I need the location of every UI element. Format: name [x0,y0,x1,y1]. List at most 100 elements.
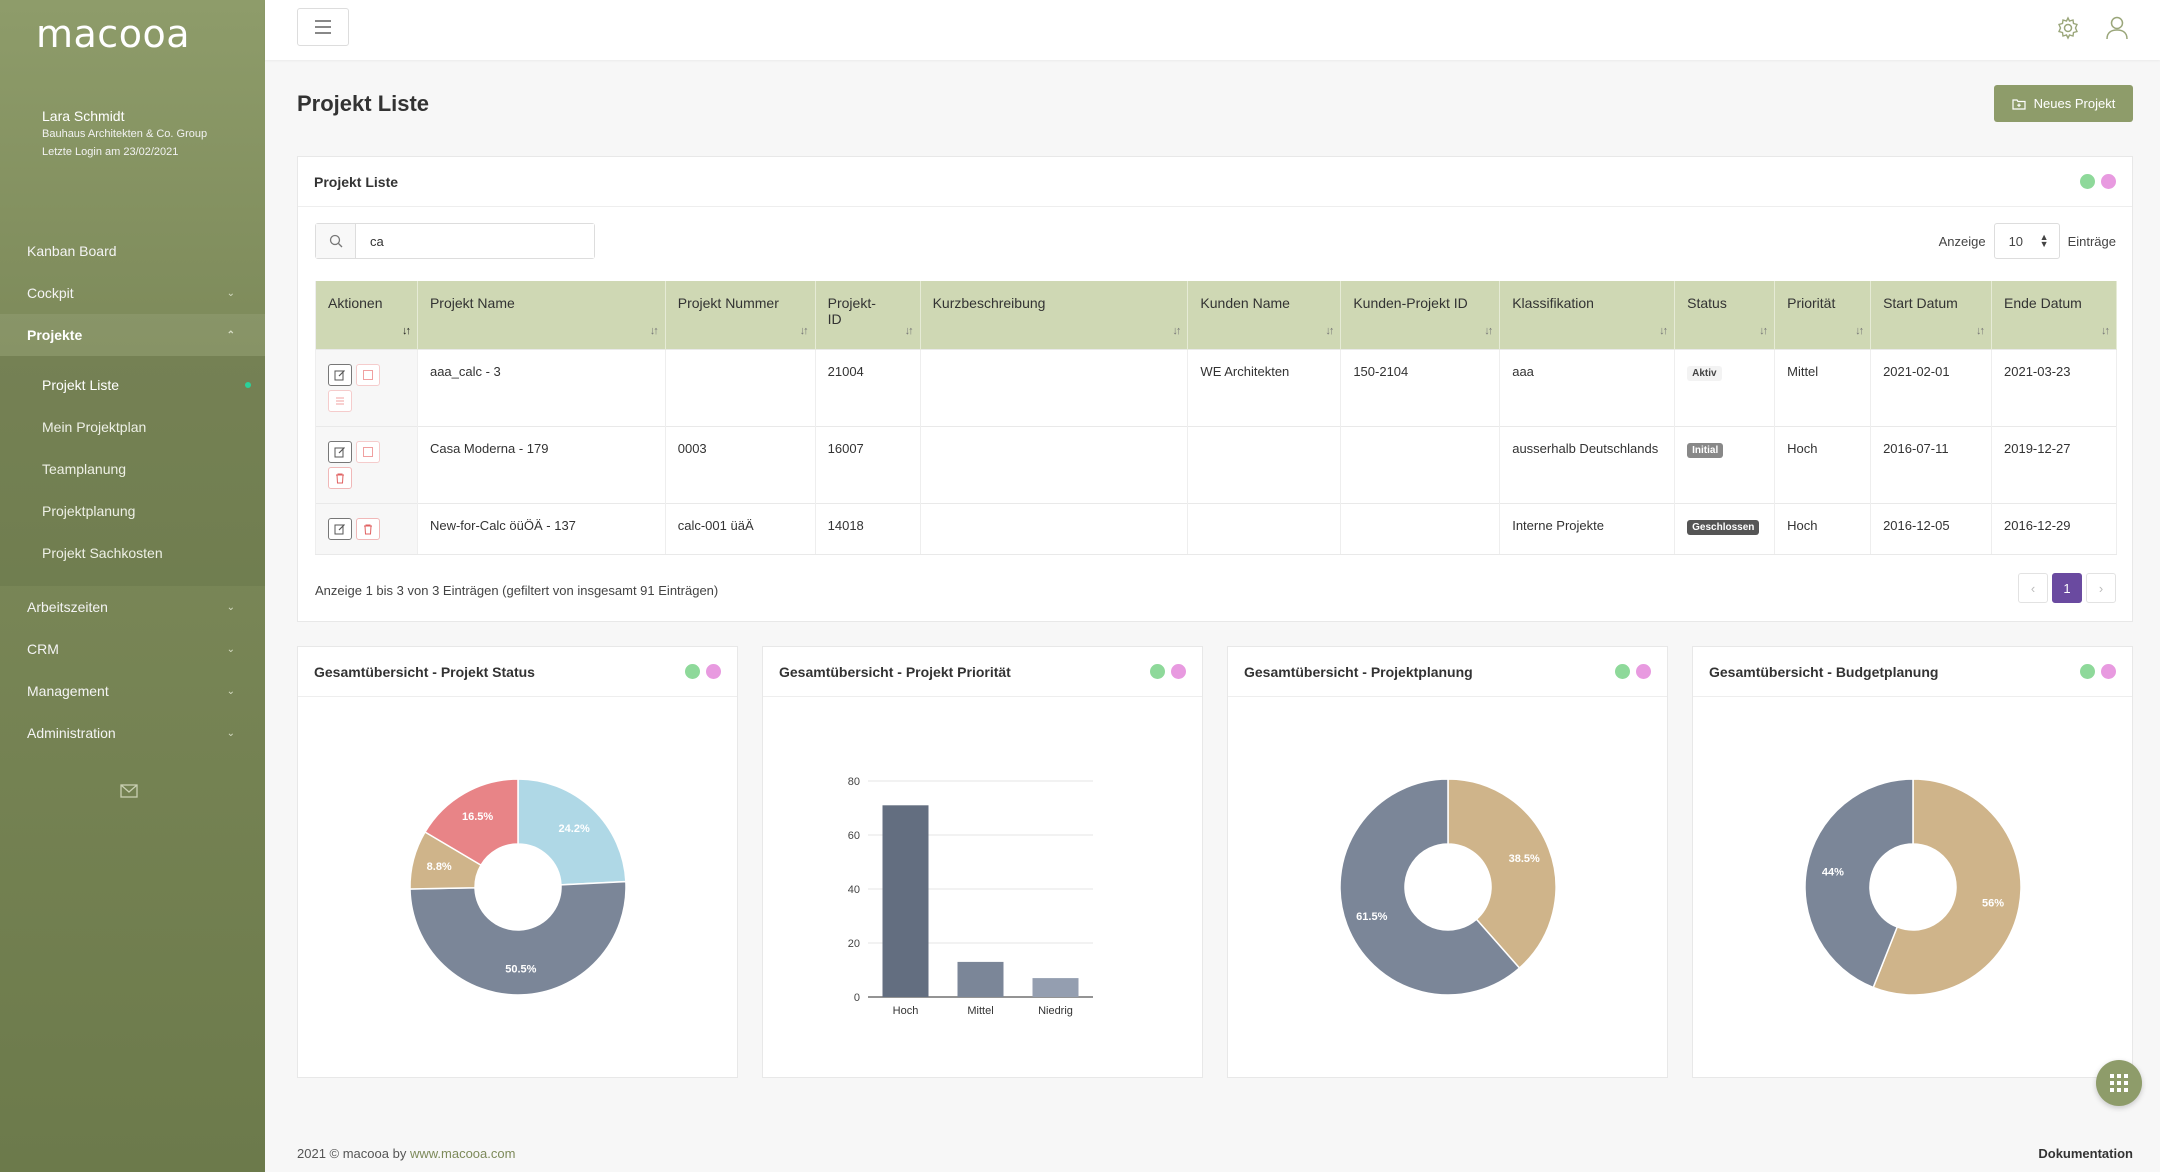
sidebar-item-cockpit[interactable]: Cockpit ⌄ [0,272,265,314]
edit-icon[interactable] [328,517,352,540]
footer-link[interactable]: www.macooa.com [409,1146,516,1161]
status-badge: Aktiv [1687,365,1722,381]
search-input[interactable] [356,224,594,258]
col-projekt-name[interactable]: Projekt Name ↓↑ [417,281,666,349]
calc-icon[interactable] [356,363,380,386]
collapse-dot-icon[interactable] [2101,664,2116,679]
new-project-button[interactable]: Neues Projekt [1994,85,2133,122]
cell-projekt-name[interactable]: Casa Moderna - 179 [417,425,666,503]
slice-label: 50.5% [505,963,536,975]
cell-projekt-id: 14018 [815,502,921,555]
cell-projekt-nummer: calc-001 üäÄ [665,502,816,555]
sidebar-subitem-mein-projektplan[interactable]: Mein Projektplan [0,406,265,448]
trash-icon[interactable] [328,466,352,489]
card-controls [2080,664,2116,679]
cell-status: Aktiv [1674,348,1776,426]
trash-icon[interactable] [356,517,380,540]
col-projekt-nummer[interactable]: Projekt Nummer ↓↑ [665,281,816,349]
collapse-dot-icon[interactable] [1171,664,1186,679]
project-table: Aktionen ↓↑ Projekt Name ↓↑ Projekt Nummer… [315,281,2117,555]
sidebar-item-arbeitszeiten[interactable]: Arbeitszeiten ⌄ [0,586,265,628]
pie-slice [409,880,627,996]
x-tick-label: Niedrig [1038,1005,1073,1017]
sidebar-item-management[interactable]: Management ⌄ [0,670,265,712]
priority-bar-chart: 0 20 40 60 80 Hoch Mittel Niedrig [848,776,1093,1017]
refresh-dot-icon[interactable] [1615,664,1630,679]
card-controls [1615,664,1651,679]
sidebar-item-projekte[interactable]: Projekte ⌃ [0,314,265,356]
pie-slice [424,778,519,867]
bar [957,961,1004,997]
cell-projekt-name[interactable]: aaa_calc - 3 [417,348,666,426]
sidebar-subitem-projektplanung[interactable]: Projektplanung [0,490,265,532]
sidebar-item-crm[interactable]: CRM ⌄ [0,628,265,670]
refresh-dot-icon[interactable] [2080,174,2095,189]
grid-icon [2110,1074,2128,1092]
col-klassifikation[interactable]: Klassifikation ↓↑ [1499,281,1676,349]
col-status[interactable]: Status ↓↑ [1674,281,1776,349]
chart-title: Gesamtübersicht - Budgetplanung [1709,663,1939,680]
col-kunden-name[interactable]: Kunden Name ↓↑ [1187,281,1342,349]
edit-icon[interactable] [328,363,352,386]
user-profile-icon[interactable] [2104,15,2130,41]
sidebar-subitem-projekt-liste[interactable]: Projekt Liste [0,364,265,406]
card-header: Gesamtübersicht - Budgetplanung [1693,647,2132,697]
projektplanung-donut-chart: 38.5% 61.5% [1339,778,1557,996]
table-row[interactable]: New-for-Calc öüÖÄ - 137 calc-001 üäÄ 140… [315,502,2117,555]
table-row[interactable]: Casa Moderna - 179 0003 16007 ausserhalb… [315,425,2117,503]
sidebar-subitem-label: Projekt Liste [42,377,120,393]
slice-label: 8.8% [427,861,452,873]
slice-label: 44% [1822,867,1844,879]
collapse-dot-icon[interactable] [706,664,721,679]
slice-label: 56% [1982,897,2004,909]
sidebar-subitem-projekt-sachkosten[interactable]: Projekt Sachkosten [0,532,265,574]
sidebar-subitem-teamplanung[interactable]: Teamplanung [0,448,265,490]
footer-docs-link[interactable]: Dokumentation [2038,1146,2133,1161]
chevron-down-icon: ⌄ [226,287,235,299]
apps-grid-button[interactable] [2096,1060,2142,1106]
card-controls [685,664,721,679]
cell-projekt-id: 21004 [815,348,921,426]
gear-icon[interactable] [2056,16,2080,40]
project-list-card: Projekt Liste Anzeige 10 ▲▼ Einträge Akt… [297,156,2133,622]
row-actions [315,502,418,555]
calc-icon[interactable] [356,440,380,463]
y-tick-label: 80 [848,776,860,788]
sidebar-item-label: CRM [27,641,59,657]
prev-page-button[interactable]: ‹ [2018,573,2048,603]
col-aktionen[interactable]: Aktionen ↓↑ [315,281,418,349]
sidebar-item-label: Projekte [27,327,83,343]
sort-icon: ↓↑ [904,324,914,337]
list-icon[interactable] [328,389,352,412]
sidebar-item-kanban[interactable]: Kanban Board [0,230,265,272]
pagination-info: Anzeige 1 bis 3 von 3 Einträgen (gefilte… [315,583,719,598]
collapse-dot-icon[interactable] [1636,664,1651,679]
menu-toggle-button[interactable] [297,8,349,46]
y-tick-label: 0 [854,992,860,1004]
col-kunden-projekt-id[interactable]: Kunden-Projekt ID ↓↑ [1340,281,1501,349]
mail-icon[interactable] [120,784,138,798]
next-page-button[interactable]: › [2086,573,2116,603]
app-logo[interactable]: macooa [36,12,190,56]
edit-icon[interactable] [328,440,352,463]
col-ende-datum[interactable]: Ende Datum ↓↑ [1991,281,2117,349]
entries-select[interactable]: 10 ▲ ▼ [1993,223,2060,259]
refresh-dot-icon[interactable] [1150,664,1165,679]
page-button-current[interactable]: 1 [2052,573,2082,603]
refresh-dot-icon[interactable] [685,664,700,679]
sidebar-item-administration[interactable]: Administration ⌄ [0,712,265,754]
cell-projekt-name[interactable]: New-for-Calc öüÖÄ - 137 [417,502,666,555]
col-kurzbeschreibung[interactable]: Kurzbeschreibung ↓↑ [920,281,1189,349]
collapse-dot-icon[interactable] [2101,174,2116,189]
col-projekt-id[interactable]: Projekt- ID ↓↑ [815,281,921,349]
sidebar-subitem-label: Projekt Sachkosten [42,545,163,561]
refresh-dot-icon[interactable] [2080,664,2095,679]
col-prioritaet[interactable]: Priorität ↓↑ [1774,281,1872,349]
cell-projekt-nummer [665,348,816,426]
table-row[interactable]: aaa_calc - 3 21004 WE Architekten 150-21… [315,348,2117,426]
cell-ende-datum: 2016-12-29 [1991,502,2117,555]
chart-card-projektplanung: Gesamtübersicht - Projektplanung 38.5% 61… [1227,646,1668,1078]
col-start-datum[interactable]: Start Datum ↓↑ [1870,281,1992,349]
sidebar-item-label: Arbeitszeiten [27,599,108,615]
y-tick-label: 60 [848,830,860,842]
